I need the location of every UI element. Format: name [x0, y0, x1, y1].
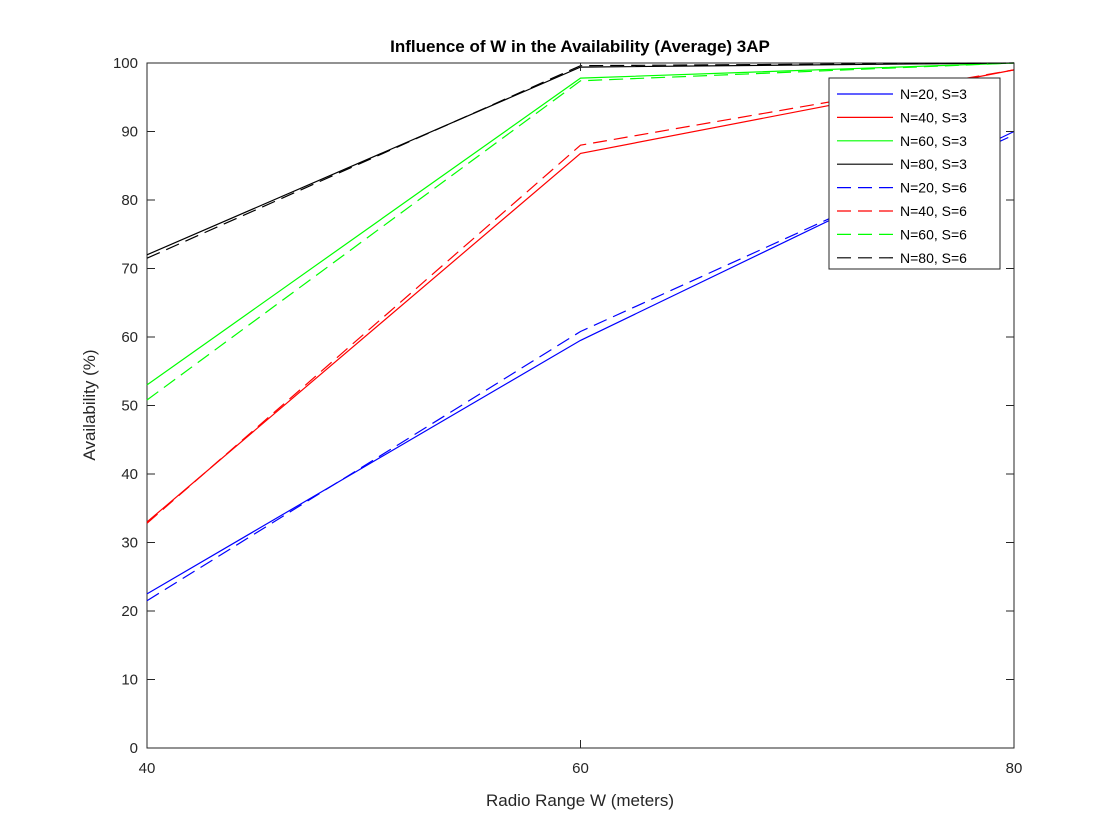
legend: N=20, S=3 N=40, S=3 N=60, S=3 N=80, S=3 N=20…: [828, 77, 1001, 270]
x-tick-label: 80: [1006, 760, 1023, 777]
legend-label-5: N=20, S=6: [900, 180, 967, 196]
legend-label-7: N=60, S=6: [900, 226, 967, 242]
legend-box: [828, 77, 1001, 270]
legend-label-2: N=40, S=3: [900, 109, 967, 125]
y-tick-label: 80: [121, 192, 138, 209]
series-line-3: [146, 62, 1015, 386]
y-tick-label: 40: [121, 466, 138, 483]
y-tick-label: 20: [121, 603, 138, 620]
y-axis-label: Availability (%): [80, 349, 99, 460]
legend-label-1: N=20, S=3: [900, 86, 967, 102]
x-tick-label: 60: [572, 760, 589, 777]
legend-label-8: N=80, S=6: [900, 250, 967, 266]
y-tick-label: 100: [113, 55, 138, 72]
y-tick-label: 60: [121, 329, 138, 346]
y-tick-label: 0: [130, 740, 138, 757]
x-axis-label: Radio Range W (meters): [486, 791, 674, 810]
x-tick-label: 40: [139, 760, 156, 777]
legend-label-4: N=80, S=3: [900, 156, 967, 172]
y-tick-label: 90: [121, 124, 138, 141]
series-line-7: [146, 62, 1015, 401]
ticks-layer: 0 10 20 30 40 50 60 70 80 90 100 40 60 80: [113, 55, 1022, 777]
y-tick-label: 70: [121, 261, 138, 278]
legend-label-3: N=60, S=3: [900, 133, 967, 149]
y-tick-label: 50: [121, 398, 138, 415]
y-tick-label: 30: [121, 535, 138, 552]
y-tick-label: 10: [121, 672, 138, 689]
chart-title: Influence of W in the Availability (Aver…: [390, 37, 770, 56]
legend-label-6: N=40, S=6: [900, 203, 967, 219]
